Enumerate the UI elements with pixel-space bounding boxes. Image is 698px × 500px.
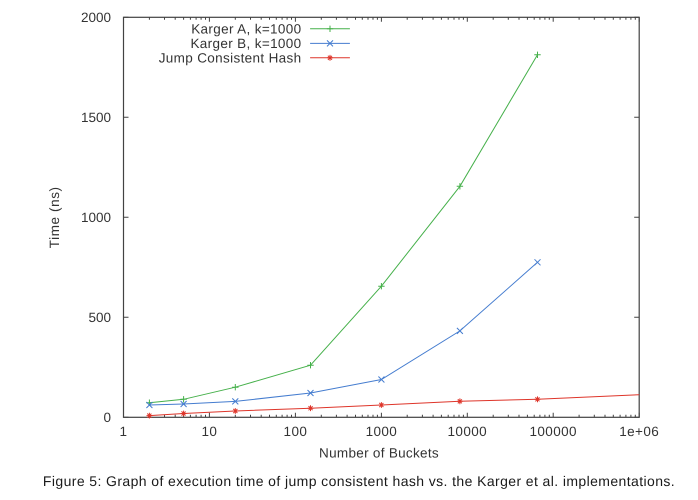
svg-text:Karger B, k=1000: Karger B, k=1000: [190, 36, 301, 51]
svg-text:1000: 1000: [81, 210, 111, 225]
svg-text:1: 1: [120, 424, 128, 439]
svg-text:10000: 10000: [448, 424, 488, 439]
svg-text:500: 500: [88, 310, 111, 325]
svg-text:100: 100: [284, 424, 308, 439]
svg-text:0: 0: [103, 410, 111, 425]
svg-text:Karger A, k=1000: Karger A, k=1000: [191, 22, 301, 37]
svg-text:100000: 100000: [529, 424, 576, 439]
svg-text:2000: 2000: [81, 10, 111, 25]
svg-text:1500: 1500: [81, 110, 111, 125]
svg-text:Jump Consistent Hash: Jump Consistent Hash: [159, 51, 302, 66]
svg-text:Time (ns): Time (ns): [47, 186, 62, 248]
svg-text:1e+06: 1e+06: [619, 424, 659, 439]
svg-text:10: 10: [201, 424, 217, 439]
svg-text:1000: 1000: [366, 424, 398, 439]
svg-text:Number of Buckets: Number of Buckets: [319, 446, 439, 461]
